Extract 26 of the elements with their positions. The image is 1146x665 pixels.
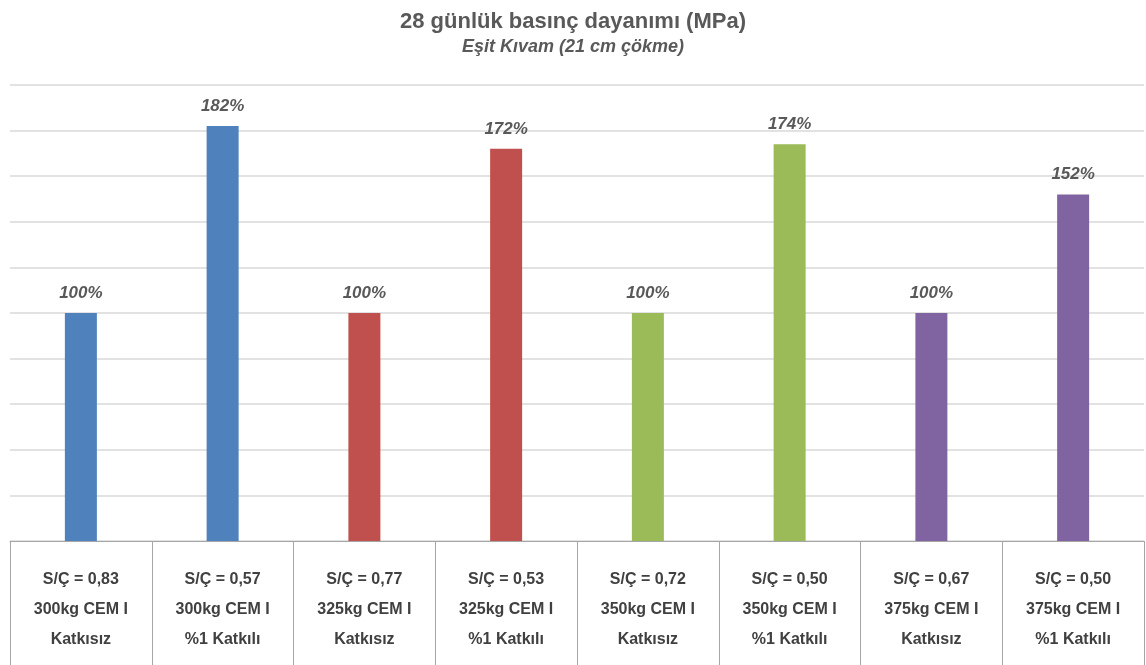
bar	[915, 313, 948, 541]
chart-subtitle: Eşit Kıvam (21 cm çökme)	[461, 36, 685, 56]
data-label: 172%	[484, 118, 528, 138]
bar	[206, 126, 239, 541]
data-label: 182%	[200, 96, 245, 116]
data-label: 100%	[626, 283, 670, 302]
bar	[490, 148, 523, 541]
data-label: 100%	[342, 283, 387, 302]
x-tick-label: S/Ç = 0,53 325kg CEM I %1 Katkılı	[458, 569, 554, 647]
bar	[64, 313, 97, 541]
data-label: 100%	[909, 283, 954, 302]
bar	[631, 313, 664, 541]
bar	[348, 313, 381, 541]
x-tick-label: S/Ç = 0,72 350kg CEM I Katkısız	[600, 569, 696, 647]
chart-title: 28 günlük basınç dayanımı (MPa)	[400, 7, 746, 33]
data-label: 152%	[1051, 164, 1095, 184]
data-label: 174%	[767, 114, 812, 134]
x-tick-label: S/Ç = 0,77 325kg CEM I Katkısız	[317, 569, 412, 647]
x-tick-label: S/Ç = 0,83 300kg CEM I Katkısız	[33, 569, 129, 647]
x-tick-label: S/Ç = 0,50 375kg CEM I %1 Katkılı	[1025, 569, 1121, 647]
bar	[1057, 194, 1090, 541]
x-tick-label: S/Ç = 0,67 375kg CEM I Katkısız	[884, 569, 979, 647]
x-tick-label: S/Ç = 0,57 300kg CEM I %1 Katkılı	[175, 569, 270, 647]
x-tick-label: S/Ç = 0,50 350kg CEM I %1 Katkılı	[742, 569, 837, 647]
bar	[773, 144, 806, 541]
data-label: 100%	[59, 283, 103, 302]
